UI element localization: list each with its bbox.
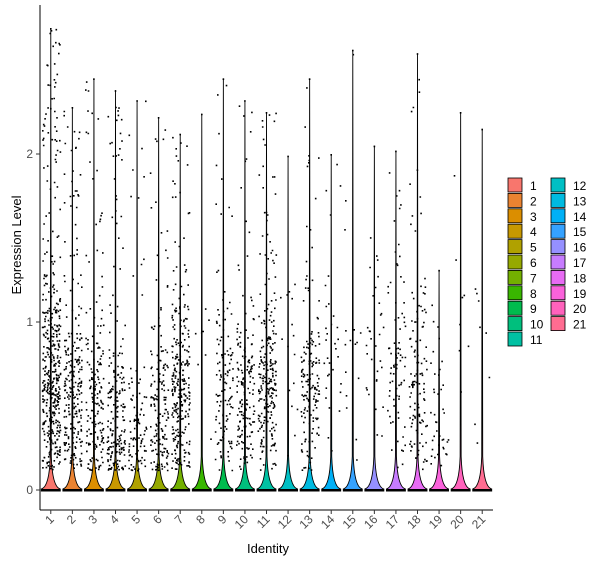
legend-key-3 bbox=[507, 208, 523, 224]
legend-label-20: 20 bbox=[573, 302, 587, 316]
legend-key-10 bbox=[507, 316, 523, 332]
y-tick-label-0: 0 bbox=[26, 483, 33, 497]
violin-19 bbox=[429, 269, 450, 492]
legend-key-12 bbox=[550, 177, 566, 193]
legend-label-1: 1 bbox=[530, 179, 537, 193]
legend-key-16 bbox=[550, 239, 566, 255]
violin-3 bbox=[83, 78, 104, 492]
legend-label-21: 21 bbox=[573, 318, 587, 332]
legend-label-12: 12 bbox=[573, 179, 587, 193]
legend-key-7 bbox=[507, 269, 523, 285]
legend-key-18 bbox=[550, 269, 566, 285]
legend-label-17: 17 bbox=[573, 256, 587, 270]
violin-7 bbox=[170, 133, 191, 492]
violin-8 bbox=[191, 113, 212, 492]
legend-label-19: 19 bbox=[573, 287, 587, 301]
legend-key-8 bbox=[507, 285, 523, 301]
violin-2 bbox=[62, 106, 83, 492]
legend-label-10: 10 bbox=[530, 318, 544, 332]
points-2 bbox=[63, 107, 83, 469]
violin-16 bbox=[364, 145, 385, 492]
violin-14 bbox=[321, 153, 342, 492]
legend-label-7: 7 bbox=[530, 271, 537, 285]
violin-10 bbox=[234, 100, 255, 492]
legend-label-13: 13 bbox=[573, 194, 587, 208]
legend-key-6 bbox=[507, 254, 523, 270]
violin-1 bbox=[40, 27, 61, 492]
legend-key-20 bbox=[550, 300, 566, 316]
violin-4 bbox=[105, 90, 126, 492]
x-axis-title: Identity bbox=[247, 541, 289, 556]
violin-20 bbox=[450, 111, 471, 492]
legend-key-14 bbox=[550, 208, 566, 224]
points-11 bbox=[257, 112, 278, 471]
violin-13 bbox=[299, 78, 320, 492]
legend-label-3: 3 bbox=[530, 210, 537, 224]
legend-label-9: 9 bbox=[530, 302, 537, 316]
legend-key-17 bbox=[550, 254, 566, 270]
legend-key-4 bbox=[507, 223, 523, 239]
y-axis-title: Expression Level bbox=[9, 195, 24, 294]
points-3 bbox=[85, 78, 105, 472]
legend-label-11: 11 bbox=[530, 333, 543, 347]
violin-12 bbox=[278, 155, 299, 492]
legend-key-2 bbox=[507, 192, 523, 208]
violin-5 bbox=[127, 100, 148, 492]
legend-label-15: 15 bbox=[573, 225, 587, 239]
violins-layer bbox=[40, 27, 493, 492]
legend-key-15 bbox=[550, 223, 566, 239]
legend-key-9 bbox=[507, 300, 523, 316]
points-16 bbox=[365, 145, 385, 437]
legend-label-16: 16 bbox=[573, 241, 587, 255]
legend-key-5 bbox=[507, 239, 523, 255]
violin-21 bbox=[472, 128, 493, 492]
y-tick-label-2: 2 bbox=[26, 147, 33, 161]
legend-label-18: 18 bbox=[573, 271, 587, 285]
legend-key-13 bbox=[550, 192, 566, 208]
violin-15 bbox=[342, 49, 363, 492]
legend-label-2: 2 bbox=[530, 194, 537, 208]
legend-label-14: 14 bbox=[573, 210, 587, 224]
violin-11 bbox=[256, 111, 277, 492]
legend-key-19 bbox=[550, 285, 566, 301]
legend-label-4: 4 bbox=[530, 225, 537, 239]
legend-label-8: 8 bbox=[530, 287, 537, 301]
violin-6 bbox=[148, 117, 169, 492]
violin-9 bbox=[213, 78, 234, 492]
legend-key-21 bbox=[550, 316, 566, 332]
legend-key-1 bbox=[507, 177, 523, 193]
violin-18 bbox=[407, 53, 428, 492]
legend-key-11 bbox=[507, 331, 523, 347]
points-layer bbox=[41, 28, 492, 491]
legend-label-6: 6 bbox=[530, 256, 537, 270]
legend-label-5: 5 bbox=[530, 241, 537, 255]
y-tick-label-1: 1 bbox=[26, 315, 33, 329]
